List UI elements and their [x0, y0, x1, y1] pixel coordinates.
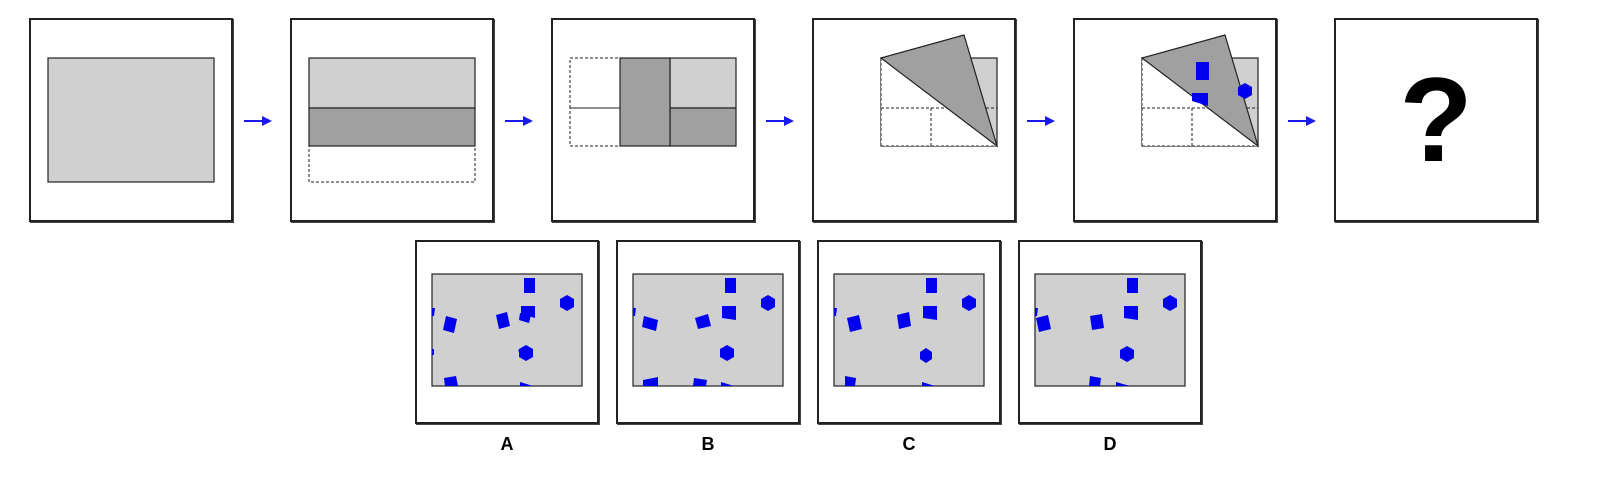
step-3-panel — [551, 18, 755, 222]
arrow-3-icon — [766, 116, 794, 126]
hole-rect-icon — [1196, 62, 1209, 80]
step-3-figure — [569, 57, 737, 147]
step-2-panel — [290, 18, 494, 222]
step-4-figure — [879, 34, 999, 148]
option-c-panel[interactable] — [817, 240, 1001, 424]
fold-ghost-left-bottom — [569, 107, 621, 147]
option-a-figure — [431, 273, 583, 387]
step-1-figure — [47, 57, 215, 183]
option-d-figure — [1034, 273, 1186, 387]
question-mark: ? — [1399, 53, 1473, 187]
option-d-panel[interactable] — [1018, 240, 1202, 424]
folded-triangle — [879, 34, 999, 148]
folded-strip — [619, 57, 671, 147]
option-d-label: D — [1103, 434, 1117, 454]
step-2-figure — [308, 57, 476, 183]
step-5-panel — [1073, 18, 1277, 222]
option-b-panel[interactable] — [616, 240, 800, 424]
hole-trapezoid-icon — [1192, 93, 1208, 106]
arrow-2-icon — [505, 116, 533, 126]
paper-top-half — [308, 57, 476, 109]
option-a-holes — [432, 278, 574, 386]
option-b-figure — [632, 273, 784, 387]
step-4-panel — [812, 18, 1016, 222]
step-1-panel — [29, 18, 233, 222]
right-bottom — [669, 107, 737, 147]
option-b-label: B — [701, 434, 715, 454]
option-a-label: A — [500, 434, 514, 454]
folded-flap — [308, 107, 476, 147]
right-top — [669, 57, 737, 109]
step-6-panel: ? — [1334, 18, 1538, 222]
fold-ghost-left-top — [569, 57, 621, 109]
arrow-5-icon — [1288, 116, 1316, 126]
arrow-4-icon — [1027, 116, 1055, 126]
hole-hexagon-icon — [1238, 83, 1252, 99]
step-5-figure — [1140, 34, 1260, 148]
option-c-figure — [833, 273, 985, 387]
option-c-holes — [834, 278, 976, 386]
fold-ghost — [308, 143, 476, 183]
option-b-holes — [633, 278, 775, 386]
option-d-holes — [1035, 278, 1177, 386]
option-c-label: C — [902, 434, 916, 454]
option-a-panel[interactable] — [415, 240, 599, 424]
paper-sheet — [47, 57, 215, 183]
arrow-1-icon — [244, 116, 272, 126]
